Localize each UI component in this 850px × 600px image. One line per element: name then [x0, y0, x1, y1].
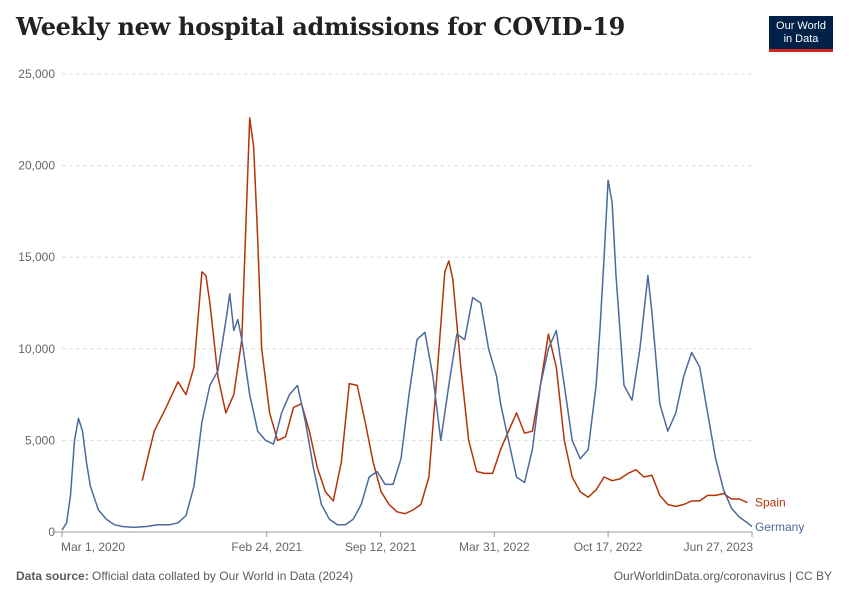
logo-line-2: in Data	[783, 33, 819, 45]
x-tick-label: Mar 1, 2020	[61, 540, 125, 554]
x-tick-label: Jun 27, 2023	[684, 540, 754, 554]
page-title: Weekly new hospital admissions for COVID…	[16, 12, 626, 41]
owid-logo[interactable]: Our World in Data	[769, 16, 833, 52]
y-tick-label: 20,000	[18, 159, 55, 173]
x-tick-label: Oct 17, 2022	[574, 540, 643, 554]
y-tick-label: 25,000	[18, 67, 55, 81]
data-source-label: Data source:	[16, 569, 89, 583]
series-labels: Spain Germany	[755, 496, 804, 534]
x-tick-label: Feb 24, 2021	[231, 540, 302, 554]
x-tick-label: Sep 12, 2021	[345, 540, 417, 554]
y-tick-label: 0	[48, 525, 55, 539]
line-chart: 0 5,000 10,000 15,000 20,000 25,000 Mar 1, 20…	[18, 67, 804, 554]
y-axis-tick-labels: 0 5,000 10,000 15,000 20,000 25,000	[18, 67, 55, 539]
data-source-note: Data source: Official data collated by O…	[16, 569, 353, 583]
series-label-spain: Spain	[755, 496, 786, 510]
logo-line-1: Our World	[776, 20, 826, 32]
y-tick-label: 10,000	[18, 342, 55, 356]
y-tick-label: 15,000	[18, 250, 55, 264]
grid-lines	[62, 73, 752, 441]
series-line-spain	[141, 117, 748, 515]
series-line-germany	[61, 179, 753, 531]
series-label-germany: Germany	[755, 520, 804, 534]
x-axis: Mar 1, 2020 Feb 24, 2021 Sep 12, 2021 Mar 3…	[52, 531, 754, 554]
data-source-text: Official data collated by Our World in D…	[92, 569, 354, 583]
x-tick-label: Mar 31, 2022	[459, 540, 530, 554]
series-lines	[61, 117, 753, 531]
license-link[interactable]: OurWorldinData.org/coronavirus | CC BY	[613, 569, 832, 583]
y-tick-label: 5,000	[25, 433, 55, 447]
